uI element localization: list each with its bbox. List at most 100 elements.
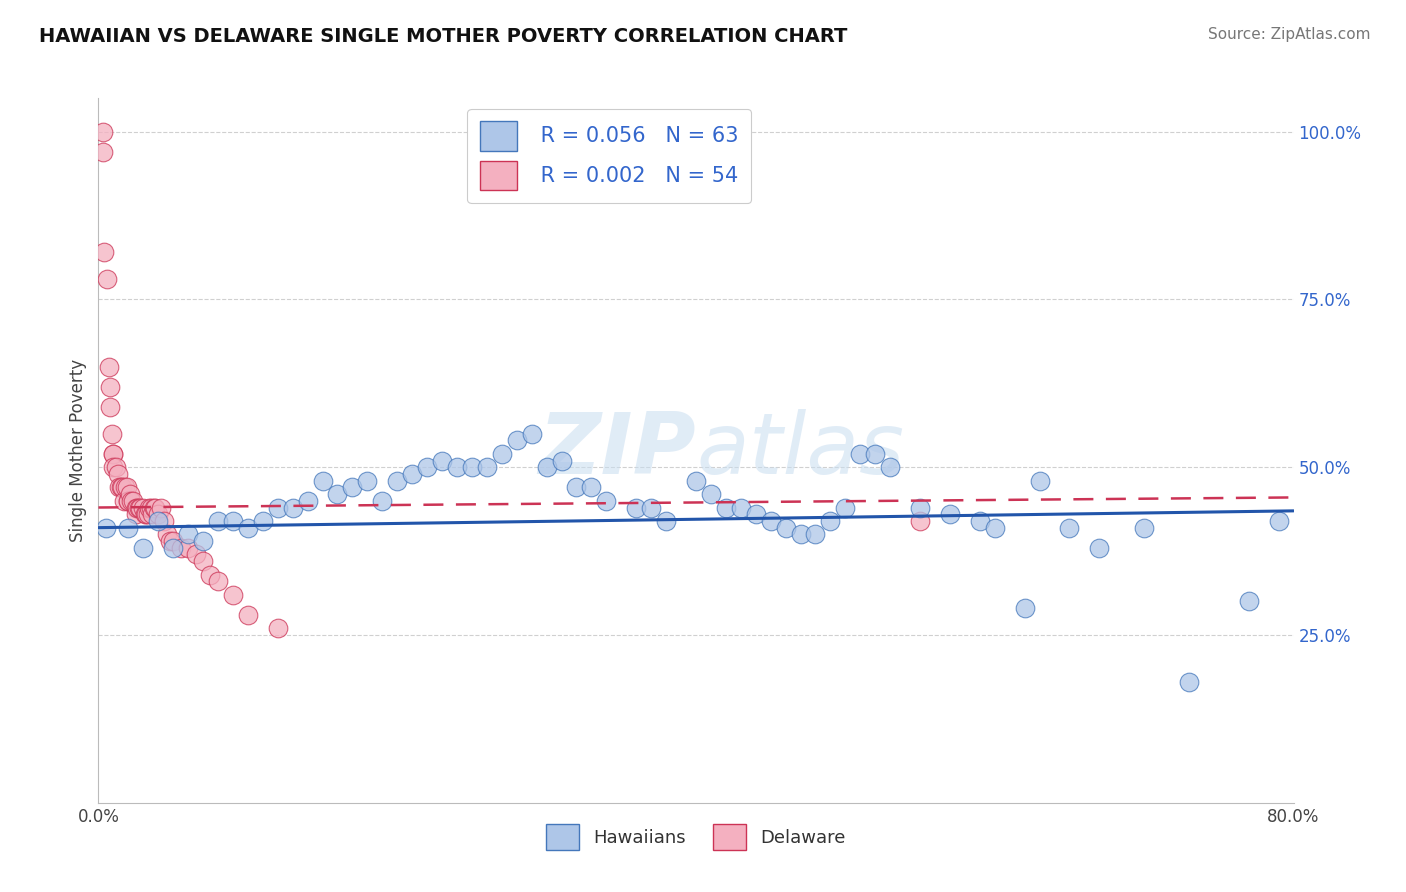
Point bbox=[132, 500, 155, 515]
Point bbox=[520, 426, 543, 441]
Point bbox=[125, 500, 148, 515]
Point bbox=[655, 514, 678, 528]
Point bbox=[236, 607, 259, 622]
Point bbox=[1133, 521, 1156, 535]
Point bbox=[107, 467, 129, 481]
Point bbox=[311, 474, 333, 488]
Point bbox=[297, 493, 319, 508]
Point bbox=[200, 567, 222, 582]
Point bbox=[908, 514, 931, 528]
Point bbox=[121, 493, 143, 508]
Point bbox=[128, 500, 150, 515]
Point bbox=[148, 514, 170, 528]
Point bbox=[110, 480, 132, 494]
Point bbox=[908, 500, 931, 515]
Point bbox=[93, 245, 115, 260]
Point bbox=[640, 500, 662, 515]
Point bbox=[101, 426, 124, 441]
Point bbox=[207, 514, 229, 528]
Point bbox=[342, 480, 364, 494]
Point bbox=[103, 460, 125, 475]
Point bbox=[969, 514, 991, 528]
Point bbox=[138, 500, 160, 515]
Point bbox=[114, 480, 136, 494]
Text: ZIP: ZIP bbox=[538, 409, 696, 492]
Point bbox=[96, 272, 118, 286]
Text: HAWAIIAN VS DELAWARE SINGLE MOTHER POVERTY CORRELATION CHART: HAWAIIAN VS DELAWARE SINGLE MOTHER POVER… bbox=[39, 27, 848, 45]
Point bbox=[91, 125, 114, 139]
Point bbox=[267, 500, 290, 515]
Point bbox=[759, 514, 782, 528]
Point bbox=[91, 145, 114, 159]
Point bbox=[581, 480, 603, 494]
Point bbox=[143, 500, 166, 515]
Text: Source: ZipAtlas.com: Source: ZipAtlas.com bbox=[1208, 27, 1371, 42]
Point bbox=[141, 507, 163, 521]
Point bbox=[153, 514, 176, 528]
Point bbox=[506, 434, 529, 448]
Point bbox=[789, 527, 811, 541]
Point bbox=[159, 534, 181, 549]
Point bbox=[1014, 601, 1036, 615]
Point bbox=[1059, 521, 1081, 535]
Point bbox=[1267, 514, 1289, 528]
Point bbox=[98, 400, 122, 414]
Point bbox=[820, 514, 842, 528]
Point bbox=[281, 500, 304, 515]
Point bbox=[730, 500, 752, 515]
Point bbox=[150, 500, 173, 515]
Point bbox=[371, 493, 394, 508]
Point bbox=[162, 541, 184, 555]
Point bbox=[120, 493, 142, 508]
Point bbox=[132, 541, 155, 555]
Point bbox=[148, 507, 170, 521]
Point bbox=[162, 534, 184, 549]
Point bbox=[267, 621, 290, 635]
Point bbox=[804, 527, 827, 541]
Point bbox=[117, 493, 139, 508]
Point bbox=[1088, 541, 1111, 555]
Point bbox=[191, 534, 214, 549]
Point bbox=[461, 460, 484, 475]
Point bbox=[416, 460, 439, 475]
Point bbox=[385, 474, 409, 488]
Point bbox=[775, 521, 797, 535]
Point bbox=[834, 500, 856, 515]
Point bbox=[446, 460, 468, 475]
Point bbox=[117, 493, 139, 508]
Point bbox=[401, 467, 423, 481]
Point bbox=[626, 500, 648, 515]
Point bbox=[156, 527, 179, 541]
Point bbox=[115, 480, 138, 494]
Point bbox=[700, 487, 723, 501]
Point bbox=[865, 447, 887, 461]
Point bbox=[685, 474, 707, 488]
Y-axis label: Single Mother Poverty: Single Mother Poverty bbox=[69, 359, 87, 542]
Point bbox=[984, 521, 1007, 535]
Point bbox=[939, 507, 962, 521]
Point bbox=[103, 447, 125, 461]
Point bbox=[105, 460, 128, 475]
Point bbox=[714, 500, 737, 515]
Point bbox=[118, 487, 141, 501]
Point bbox=[129, 500, 152, 515]
Point bbox=[207, 574, 229, 589]
Point bbox=[191, 554, 214, 568]
Point bbox=[1237, 594, 1260, 608]
Point bbox=[491, 447, 513, 461]
Point bbox=[879, 460, 901, 475]
Point bbox=[97, 359, 120, 374]
Point bbox=[111, 480, 134, 494]
Point bbox=[184, 548, 207, 562]
Point bbox=[1178, 675, 1201, 690]
Point bbox=[1028, 474, 1050, 488]
Point bbox=[475, 460, 498, 475]
Point bbox=[222, 514, 245, 528]
Legend: Hawaiians, Delaware: Hawaiians, Delaware bbox=[540, 817, 852, 857]
Point bbox=[117, 521, 139, 535]
Point bbox=[135, 507, 157, 521]
Point bbox=[565, 480, 588, 494]
Point bbox=[142, 500, 165, 515]
Point bbox=[356, 474, 378, 488]
Point bbox=[134, 507, 156, 521]
